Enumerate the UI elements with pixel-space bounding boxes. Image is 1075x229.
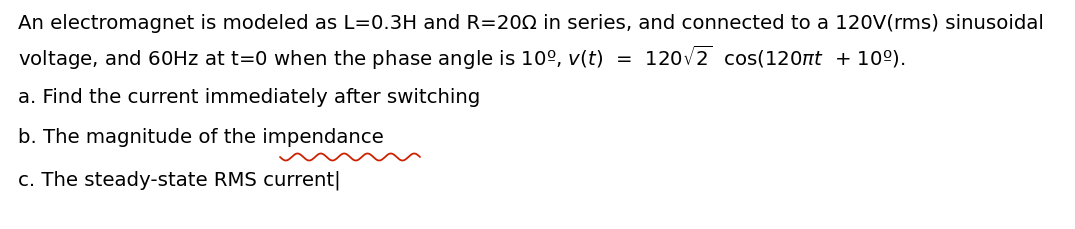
Text: voltage, and 60Hz at t=0 when the phase angle is 10º, $v(t)$  =  120$\sqrt{2}$  : voltage, and 60Hz at t=0 when the phase …: [18, 44, 905, 72]
Text: An electromagnet is modeled as L=0.3H and R=20Ω in series, and connected to a 12: An electromagnet is modeled as L=0.3H an…: [18, 14, 1044, 33]
Text: a. Find the current immediately after switching: a. Find the current immediately after sw…: [18, 88, 481, 107]
Text: c. The steady-state RMS current|: c. The steady-state RMS current|: [18, 170, 341, 190]
Text: b. The magnitude of the impendance: b. The magnitude of the impendance: [18, 128, 384, 147]
